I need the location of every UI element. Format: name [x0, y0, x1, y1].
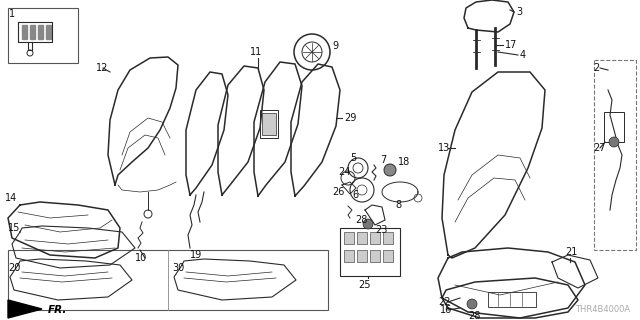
Text: 18: 18	[398, 157, 410, 167]
Text: 17: 17	[505, 40, 517, 50]
Bar	[370, 250, 380, 262]
Text: 28: 28	[468, 311, 481, 320]
Bar	[594, 60, 636, 250]
Text: THR4B4000A: THR4B4000A	[575, 305, 630, 314]
Text: 24: 24	[338, 167, 350, 177]
Bar	[357, 232, 367, 244]
Bar	[344, 232, 354, 244]
Text: 1: 1	[9, 9, 15, 19]
Text: 4: 4	[520, 50, 526, 60]
Bar	[383, 232, 393, 244]
Text: 19: 19	[190, 250, 202, 260]
Bar	[22, 25, 27, 39]
Text: 6: 6	[352, 190, 358, 200]
Bar	[46, 25, 51, 39]
Text: 11: 11	[250, 47, 262, 57]
Text: 12: 12	[96, 63, 108, 73]
Text: 27: 27	[593, 143, 605, 153]
Circle shape	[384, 164, 396, 176]
Text: 16: 16	[440, 305, 452, 315]
Text: 8: 8	[395, 200, 401, 210]
Bar	[8, 250, 328, 310]
Bar	[344, 250, 354, 262]
Text: 23: 23	[375, 225, 387, 235]
Bar	[38, 25, 43, 39]
Circle shape	[294, 34, 330, 70]
Text: FR.: FR.	[48, 305, 67, 315]
Bar	[262, 113, 276, 135]
Text: 10: 10	[135, 253, 147, 263]
Bar	[30, 25, 35, 39]
Text: 25: 25	[358, 280, 371, 290]
Text: 28: 28	[355, 215, 367, 225]
Text: 29: 29	[344, 113, 356, 123]
Bar	[383, 250, 393, 262]
Text: 22: 22	[438, 297, 451, 307]
Text: 2: 2	[593, 63, 599, 73]
Bar	[357, 250, 367, 262]
Text: 9: 9	[332, 41, 338, 51]
Text: 26: 26	[332, 187, 344, 197]
Text: 20: 20	[8, 263, 20, 273]
Polygon shape	[8, 300, 42, 318]
Text: 3: 3	[516, 7, 522, 17]
Bar	[340, 228, 400, 276]
Bar	[488, 292, 536, 307]
Text: 21: 21	[565, 247, 577, 257]
Text: 14: 14	[5, 193, 17, 203]
Circle shape	[467, 299, 477, 309]
Bar	[604, 112, 624, 142]
Bar	[370, 232, 380, 244]
Circle shape	[363, 219, 373, 229]
Circle shape	[609, 137, 619, 147]
Text: 15: 15	[8, 223, 20, 233]
Bar	[8, 8, 78, 63]
Text: 5: 5	[350, 153, 356, 163]
Text: 30: 30	[172, 263, 184, 273]
Bar	[260, 110, 278, 138]
Text: 7: 7	[380, 155, 387, 165]
Text: 13: 13	[438, 143, 451, 153]
